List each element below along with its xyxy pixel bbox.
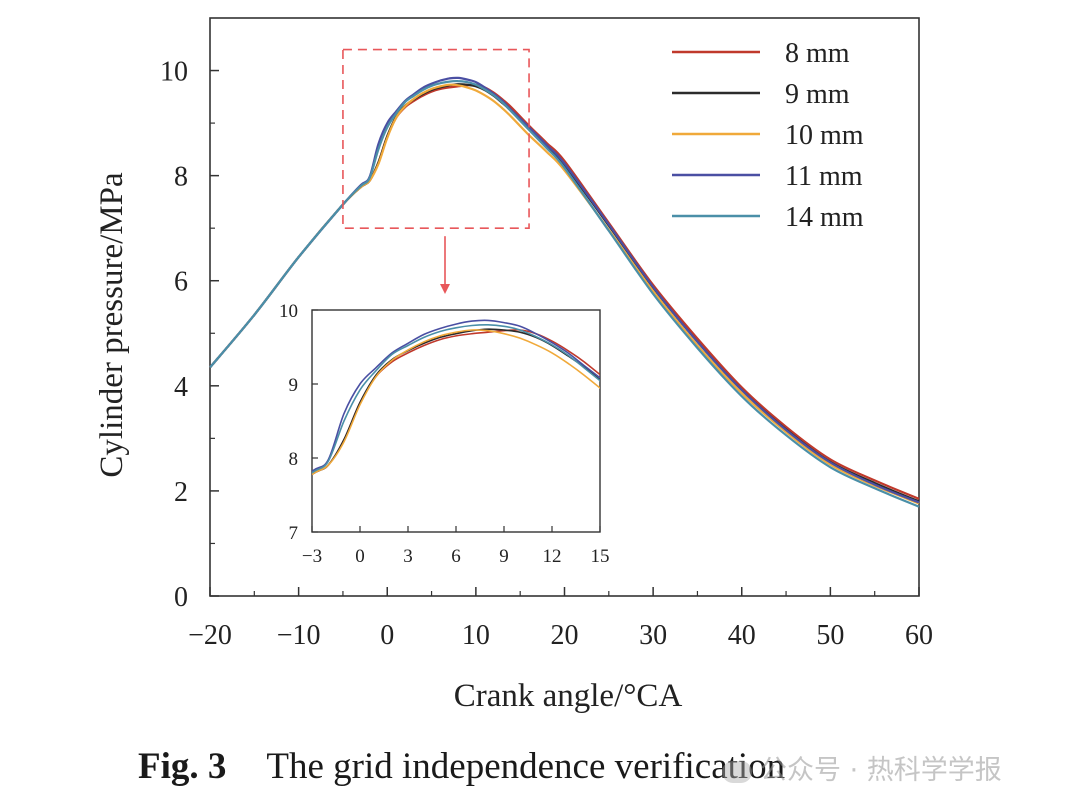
watermark-text: 公众号 · 热科学学报: [760, 755, 1002, 786]
x-tick-label: 10: [462, 620, 490, 651]
watermark: 公众号 · 热科学学报: [722, 748, 1002, 787]
zoom-arrow: [440, 236, 450, 294]
inset-frame: [311, 309, 601, 533]
legend-label: 8 mm: [785, 38, 850, 69]
y-axis-title: Cylinder pressure/MPa: [94, 172, 130, 478]
inset-y-tick-label: 7: [289, 523, 299, 544]
inset-x-tick-label: 6: [451, 546, 461, 567]
x-tick-label: 40: [728, 620, 756, 651]
series-line-10-mm: [209, 83, 920, 505]
caption-text: The grid independence verification: [266, 746, 786, 787]
wechat-icon: [722, 760, 752, 783]
inset-series-group: [312, 319, 600, 476]
main-series-group: [209, 76, 920, 508]
x-tick-label: 20: [551, 620, 579, 651]
inset-y-tick-label: 9: [289, 375, 299, 396]
x-axis-ticks: −20 −10 0 10 20 30 40 50 60: [188, 587, 933, 651]
inset-series-line-11-mm: [312, 319, 600, 473]
zoom-arrow-head: [440, 284, 450, 294]
y-tick-label: 0: [174, 582, 188, 613]
x-axis-title: Crank angle/°CA: [454, 678, 683, 714]
x-tick-label: −20: [188, 620, 232, 651]
inset-y-tick-label: 10: [279, 301, 298, 322]
inset-series-line-14-mm: [312, 323, 600, 474]
caption-fig-number: Fig. 3: [138, 746, 227, 787]
legend-label: 10 mm: [785, 120, 864, 151]
y-axis-ticks: 0 2 4 6 8 10: [160, 57, 219, 613]
inset-x-tick-label: 3: [403, 546, 413, 567]
y-tick-label: 2: [174, 477, 188, 508]
x-tick-label: −10: [277, 620, 321, 651]
inset-x-tick-label: 0: [355, 546, 365, 567]
inset-x-tick-label: 12: [543, 546, 562, 567]
legend: 8 mm 9 mm 10 mm 11 mm 14 mm: [672, 38, 864, 233]
inset-y-tick-label: 8: [289, 449, 299, 470]
y-tick-label: 8: [174, 162, 188, 193]
inset-series-line-10-mm: [312, 329, 600, 476]
inset-x-tick-label: −3: [302, 546, 322, 567]
inset-x-tick-label: 15: [591, 546, 610, 567]
legend-label: 9 mm: [785, 79, 850, 110]
legend-label: 11 mm: [785, 161, 863, 192]
x-tick-label: 30: [639, 620, 667, 651]
y-tick-label: 4: [174, 372, 188, 403]
y-tick-label: 10: [160, 57, 188, 88]
x-tick-label: 0: [380, 620, 394, 651]
legend-label: 14 mm: [785, 202, 864, 233]
inset-x-tick-label: 9: [499, 546, 509, 567]
series-line-14-mm: [209, 79, 920, 508]
x-tick-label: 60: [905, 620, 933, 651]
figure-caption: Fig. 3 The grid independence verification: [138, 745, 785, 788]
x-tick-label: 50: [816, 620, 844, 651]
y-tick-label: 6: [174, 267, 188, 298]
zoom-box: [342, 48, 530, 229]
inset-ticks: 7 8 9 10 −3 0 3 6 9 12 15: [279, 301, 610, 567]
